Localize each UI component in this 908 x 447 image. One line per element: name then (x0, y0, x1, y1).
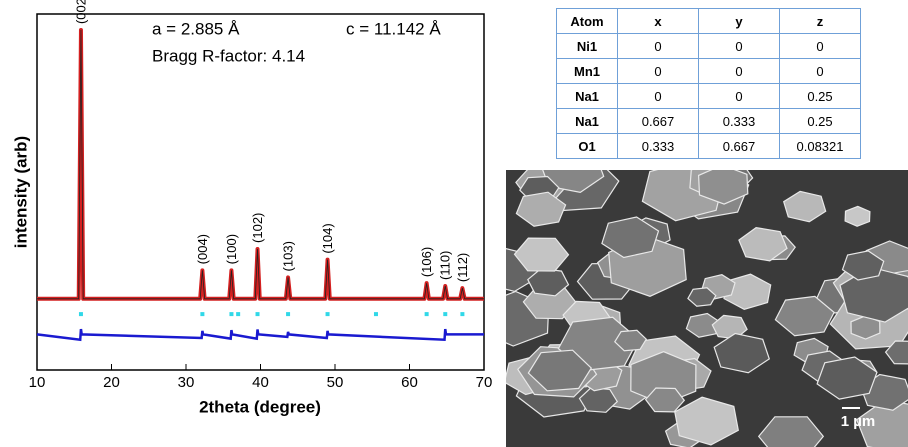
table-cell: 0.25 (779, 108, 861, 134)
table-cell: 0.333 (617, 133, 699, 159)
sem-grain (723, 273, 772, 310)
sem-grain (578, 387, 619, 413)
sem-grain (738, 226, 788, 262)
bragg-marker (78, 312, 83, 317)
peak-label: (002) (73, 0, 88, 24)
table-header-row: Atom x y z (556, 8, 861, 34)
x-tick-label: 10 (29, 374, 46, 391)
bragg-marker (460, 312, 465, 317)
table-cell: 0.25 (779, 83, 861, 109)
x-tick-label: 70 (476, 374, 493, 391)
table-header-cell: z (779, 8, 861, 34)
sem-grain (816, 356, 878, 400)
sem-grain (774, 295, 835, 337)
peak-label: (102) (250, 213, 265, 243)
atom-table: Atom x y z Ni1 0 0 0 Mn1 0 0 0 Na1 0 0 0.25 Na1 0.667 0.33… (556, 8, 861, 159)
sem-grain (855, 399, 908, 447)
table-header-cell: x (617, 8, 699, 34)
x-tick-label: 30 (178, 374, 195, 391)
sem-grain (513, 237, 570, 272)
sem-grain (614, 329, 648, 352)
bragg-marker (443, 312, 448, 317)
peak-label: (100) (224, 234, 239, 264)
annotation: a = 2.885 Å (152, 19, 240, 38)
observed-line (37, 28, 484, 301)
table-row: Ni1 0 0 0 (556, 33, 861, 59)
sem-grain (697, 170, 749, 205)
table-cell: 0.333 (698, 108, 780, 134)
table-row: Na1 0 0 0.25 (556, 83, 861, 109)
sem-grain (630, 351, 697, 405)
bragg-marker (373, 312, 378, 317)
table-cell: 0 (779, 33, 861, 59)
bragg-marker (229, 312, 234, 317)
table-cell: 0.667 (698, 133, 780, 159)
table-cell: 0.08321 (779, 133, 861, 159)
table-cell: 0 (617, 58, 699, 84)
bragg-marker (236, 312, 241, 317)
table-cell: 0 (779, 58, 861, 84)
sem-grain (601, 216, 660, 259)
x-tick-label: 40 (252, 374, 269, 391)
table-row: Mn1 0 0 0 (556, 58, 861, 84)
sem-grain (515, 191, 567, 227)
table-header-cell: Atom (556, 8, 618, 34)
table-cell: 0 (698, 83, 780, 109)
peak-label: (110) (438, 251, 453, 280)
sem-grain (527, 349, 593, 392)
peak-label: (004) (195, 234, 210, 264)
table-row: Na1 0.667 0.333 0.25 (556, 108, 861, 134)
x-tick-label: 60 (401, 374, 418, 391)
sem-grain (757, 416, 825, 447)
bragg-marker (200, 312, 205, 317)
table-cell: Na1 (556, 83, 618, 109)
peak-label: (112) (455, 253, 470, 282)
table-cell: Na1 (556, 108, 618, 134)
y-axis-label: intensity (arb) (11, 136, 30, 248)
bragg-marker (286, 312, 291, 317)
sem-image (506, 170, 908, 447)
bragg-marker (255, 312, 260, 317)
table-cell: 0.667 (617, 108, 699, 134)
calculated-line (37, 30, 484, 300)
table-cell: 0 (617, 33, 699, 59)
scale-bar-label: 1 µm (841, 413, 876, 430)
annotation: Bragg R-factor: 4.14 (152, 46, 305, 65)
sem-grain (713, 332, 771, 374)
sem-grain (844, 205, 871, 227)
x-axis-label: 2theta (degree) (199, 397, 321, 416)
x-tick-label: 20 (103, 374, 120, 391)
sem-grain (782, 190, 827, 223)
table-cell: Ni1 (556, 33, 618, 59)
sem-grain (711, 314, 748, 340)
bragg-marker (424, 312, 429, 317)
sem-grain (841, 250, 885, 281)
sem-grain (644, 387, 686, 413)
sem-grain (687, 287, 717, 307)
x-tick-label: 50 (327, 374, 344, 391)
table-row: O1 0.333 0.667 0.08321 (556, 133, 861, 159)
sem-grain (884, 340, 908, 365)
bragg-marker (325, 312, 330, 317)
table-cell: 0 (698, 58, 780, 84)
table-cell: 0 (617, 83, 699, 109)
peak-label: (106) (419, 247, 434, 277)
sem-grain (674, 396, 739, 446)
table-cell: O1 (556, 133, 618, 159)
plot-frame (36, 13, 485, 371)
table-cell: 0 (698, 33, 780, 59)
peak-label: (103) (281, 241, 296, 271)
sem-grain (850, 315, 881, 340)
peak-label: (104) (320, 223, 335, 253)
difference-line (36, 328, 484, 342)
table-header-cell: y (698, 8, 780, 34)
annotation: c = 11.142 Å (346, 19, 441, 38)
table-cell: Mn1 (556, 58, 618, 84)
